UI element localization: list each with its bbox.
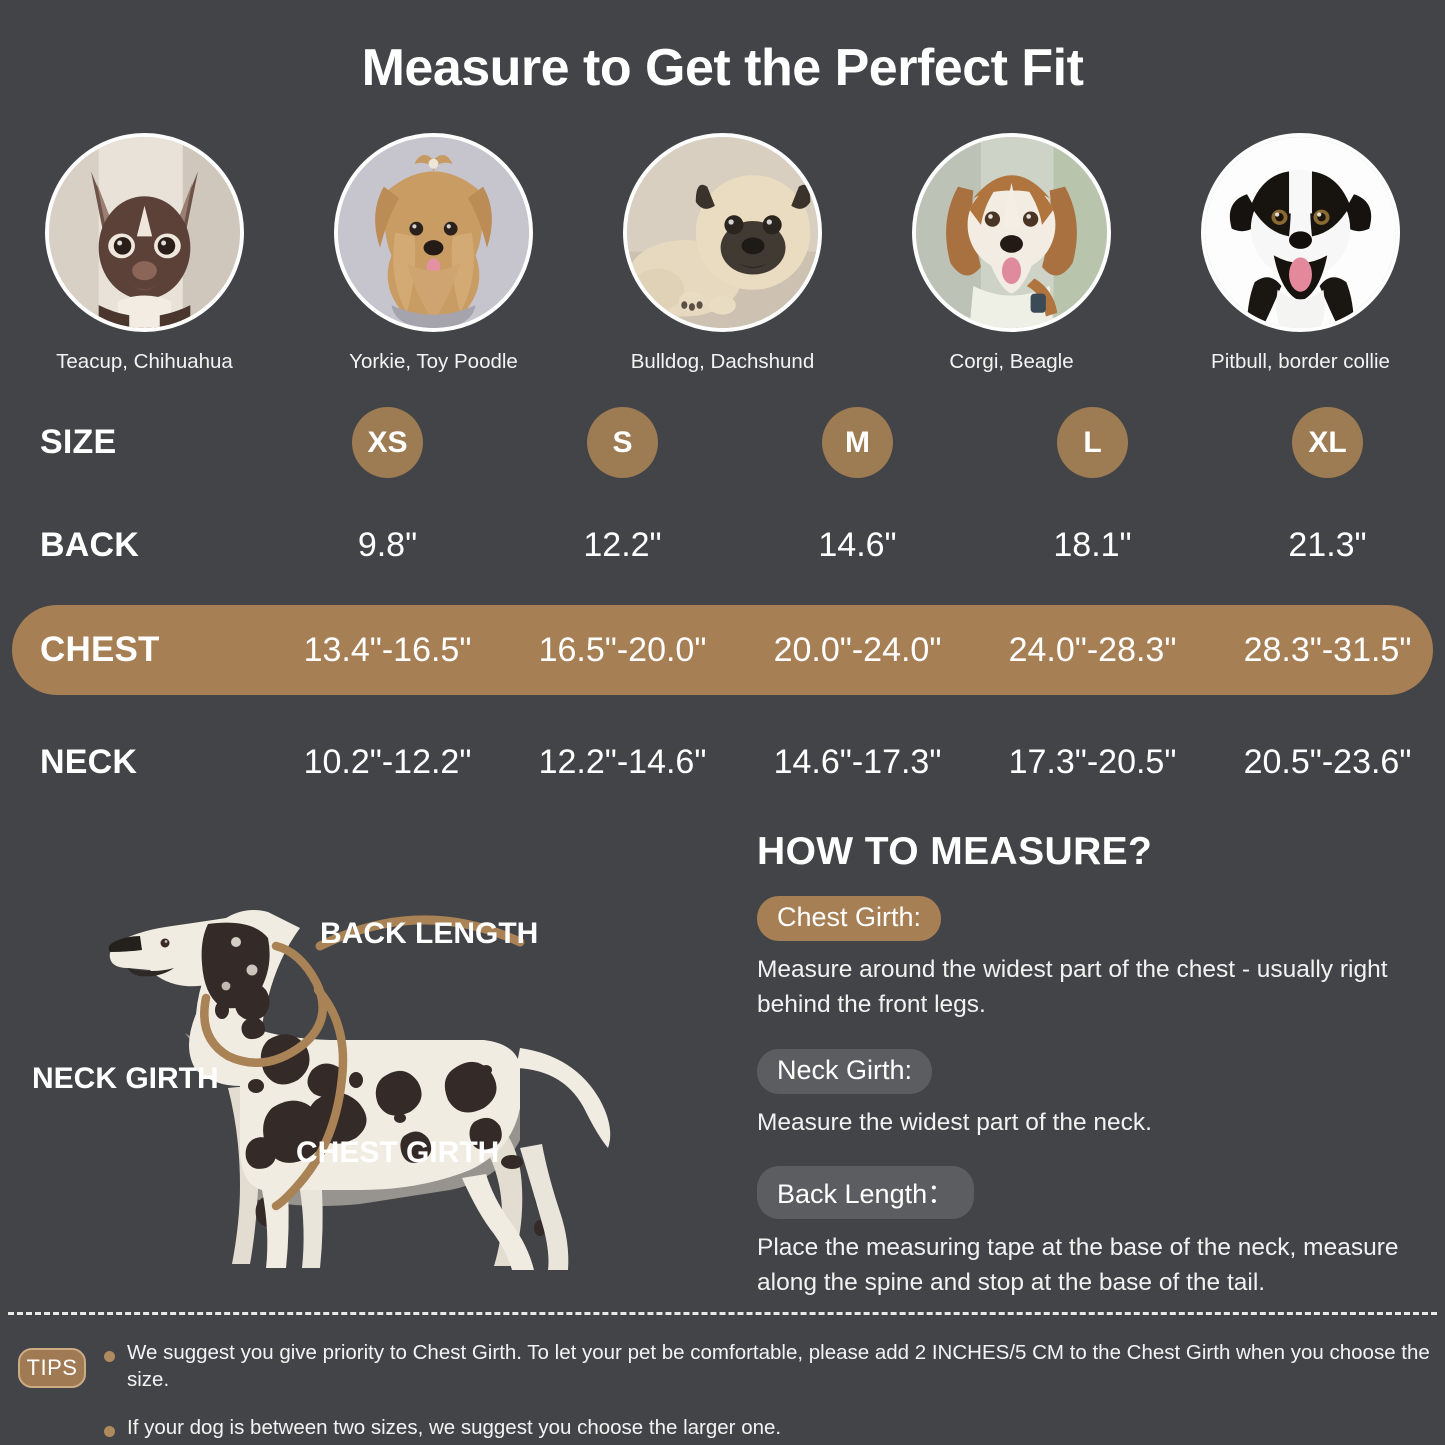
chest-girth-badge: Chest Girth: [757,896,942,941]
list-item: We suggest you give priority to Chest Gi… [104,1340,1445,1393]
tips-list: We suggest you give priority to Chest Gi… [104,1340,1445,1445]
breed-label: Teacup, Chihuahua [56,350,233,373]
row-label-neck: NECK [40,742,138,781]
breed-label: Pitbull, border collie [1211,350,1390,373]
table-row-neck: NECK 10.2"-12.2" 12.2"-14.6" 14.6"-17.3"… [0,708,1445,816]
table-row-size: SIZE XS S M L XL [0,395,1445,490]
back-cell-s: 12.2" [583,525,662,564]
back-cell-xs: 9.8" [357,525,418,564]
tips-section: TIPS We suggest you give priority to Che… [0,1340,1445,1445]
list-item: If your dog is between two sizes, we sug… [104,1415,1445,1442]
chest-girth-label: CHEST GIRTH [296,1136,499,1169]
size-badge: S [587,407,658,478]
breed-label: Corgi, Beagle [949,350,1074,373]
back-cell-m: 14.6" [818,525,897,564]
page-title: Measure to Get the Perfect Fit [361,39,1084,97]
tip-text: If your dog is between two sizes, we sug… [127,1416,782,1440]
bullet-dot-icon [104,1426,115,1438]
row-label-size: SIZE [40,423,117,461]
how-to-measure-section: HOW TO MEASURE? Chest Girth: Measure aro… [757,830,1429,1327]
breed-cell-s: Yorkie, Toy Poodle [289,133,578,374]
size-badge: XS [352,407,423,478]
table-row-chest: CHEST 13.4"-16.5" 16.5"-20.0" 20.0"-24.0… [0,600,1445,700]
howto-item-neck: Neck Girth: Measure the widest part of t… [757,1048,1429,1141]
chest-cell-xs: 13.4"-16.5" [303,630,472,669]
back-cell-l: 18.1" [1053,525,1132,564]
howto-item-back: Back Length： Place the measuring tape at… [757,1166,1429,1301]
neck-girth-badge: Neck Girth: [757,1048,933,1094]
beagle-photo [912,133,1111,332]
chest-cell-m: 20.0"-24.0" [773,630,942,669]
size-cell-m: M [740,407,975,478]
breed-cell-m: Bulldog, Dachshund [578,133,867,374]
chest-girth-arc [271,985,348,1211]
tip-text: We suggest you give priority to Chest Gi… [127,1341,1430,1391]
bullet-dot-icon [104,1351,115,1362]
size-badge: XL [1292,407,1363,478]
size-cell-s: S [505,407,740,478]
size-badge: M [822,407,893,478]
tips-badge: TIPS [18,1348,86,1388]
breed-cell-xl: Pitbull, border collie [1156,133,1445,374]
row-label-chest: CHEST [40,630,160,669]
neck-cell-s: 12.2"-14.6" [538,742,707,781]
lower-section: BACK LENGTH NECK GIRTH CHEST GIRTH HOW T… [0,818,1445,1298]
neck-cell-m: 14.6"-17.3" [773,742,942,781]
back-length-description: Place the measuring tape at the base of … [757,1234,1399,1297]
neck-girth-description: Measure the widest part of the neck. [757,1108,1152,1136]
row-label-back: BACK [40,525,140,564]
neck-girth-arc [200,941,327,1067]
breed-label: Bulldog, Dachshund [630,350,815,373]
size-cell-xs: XS [270,407,505,478]
back-length-badge: Back Length： [757,1166,975,1220]
chest-girth-description: Measure around the widest part of the ch… [757,956,1388,1018]
back-cell-xl: 21.3" [1288,525,1367,564]
how-to-measure-heading: HOW TO MEASURE? [757,830,1153,873]
dashed-divider [8,1312,1437,1315]
chest-highlight-pill [12,605,1433,695]
breed-photo-strip: Teacup, Chihuahua [0,133,1445,374]
chihuahua-photo [45,133,244,332]
breed-cell-xs: Teacup, Chihuahua [0,133,289,374]
neck-cell-xs: 10.2"-12.2" [303,742,472,781]
neck-cell-xl: 20.5"-23.6" [1243,742,1412,781]
size-cell-xl: XL [1210,407,1445,478]
size-table: SIZE XS S M L XL BACK 9.8" 12.2" 14.6" 1… [0,395,1445,816]
table-row-back: BACK 9.8" 12.2" 14.6" 18.1" 21.3" [0,490,1445,600]
pug-photo [623,133,822,332]
neck-cell-l: 17.3"-20.5" [1008,742,1177,781]
chest-cell-s: 16.5"-20.0" [538,630,707,669]
back-length-label: BACK LENGTH [320,917,538,950]
dog-measurement-diagram: BACK LENGTH NECK GIRTH CHEST GIRTH [0,818,740,1288]
size-badge: L [1057,407,1128,478]
back-length-arc [315,915,525,951]
breed-label: Yorkie, Toy Poodle [349,350,518,373]
chest-cell-xl: 28.3"-31.5" [1243,630,1412,669]
neck-girth-label: NECK GIRTH [32,1062,219,1095]
howto-item-chest: Chest Girth: Measure around the widest p… [757,896,1429,1023]
border-collie-photo [1201,133,1400,332]
size-cell-l: L [975,407,1210,478]
chest-cell-l: 24.0"-28.3" [1008,630,1177,669]
breed-cell-l: Corgi, Beagle [867,133,1156,374]
yorkie-photo [334,133,533,332]
